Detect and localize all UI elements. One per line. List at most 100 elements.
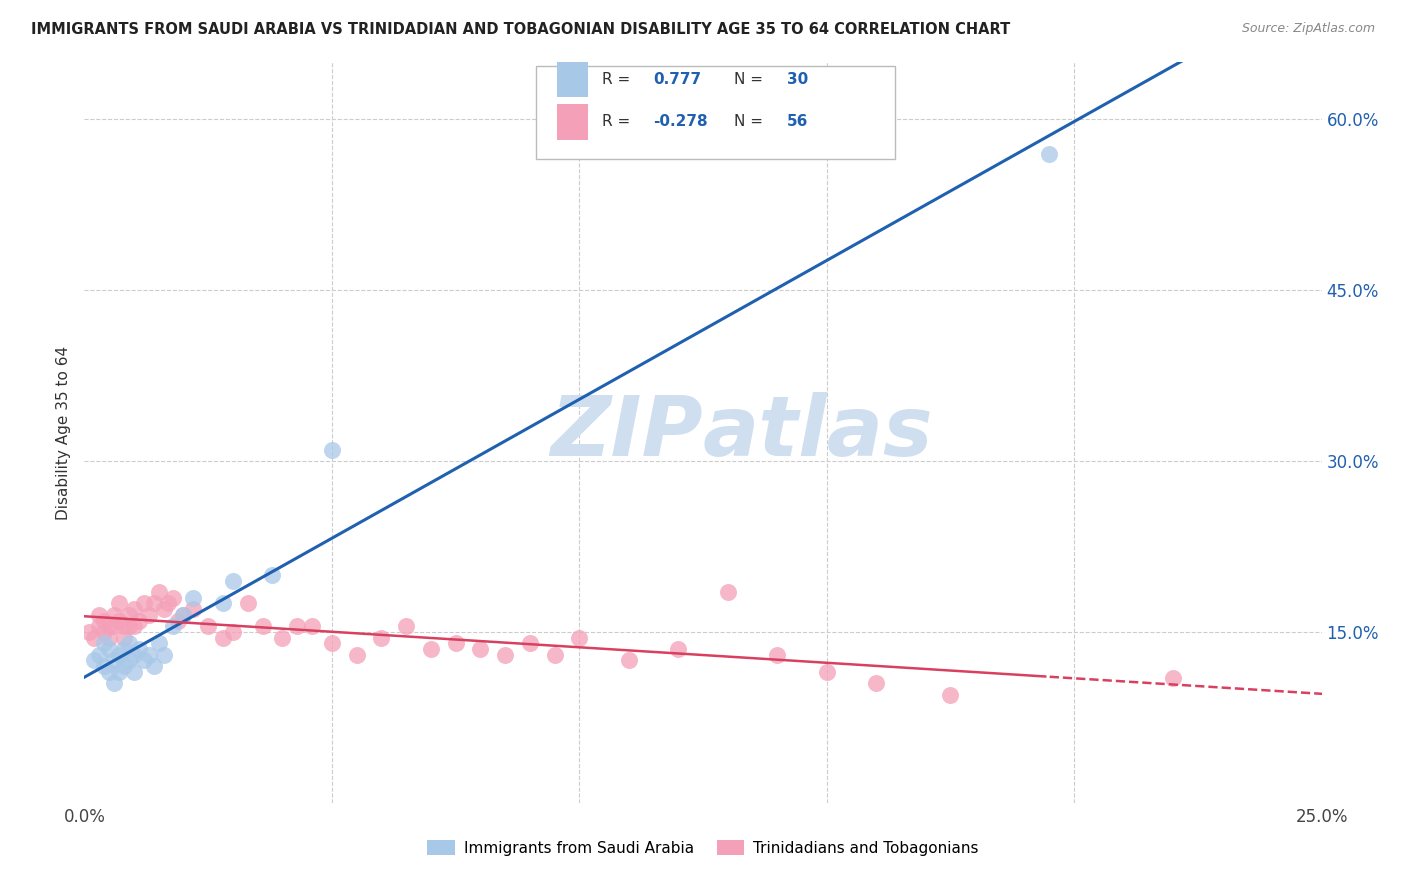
Point [444, 636, 467, 650]
Point [79, 624, 101, 639]
Point [83, 653, 105, 667]
FancyBboxPatch shape [536, 66, 894, 159]
Point [519, 636, 541, 650]
Point [93, 624, 115, 639]
Point [142, 597, 165, 611]
Point [321, 636, 343, 650]
Point [118, 636, 141, 650]
Point [93, 614, 115, 628]
Point [112, 631, 135, 645]
Point [108, 648, 131, 662]
Point [321, 442, 343, 457]
FancyBboxPatch shape [557, 62, 588, 97]
Point [494, 648, 516, 662]
Text: N =: N = [734, 72, 763, 87]
Point [666, 642, 689, 657]
Point [112, 619, 135, 633]
Point [370, 631, 392, 645]
Point [222, 624, 245, 639]
Point [93, 659, 115, 673]
Point [1161, 671, 1184, 685]
Point [89, 648, 111, 662]
Point [98, 665, 121, 679]
Point [108, 614, 131, 628]
Point [103, 607, 125, 622]
Point [470, 642, 492, 657]
Point [112, 642, 135, 657]
Point [1038, 146, 1060, 161]
Point [138, 607, 160, 622]
FancyBboxPatch shape [557, 104, 588, 140]
Point [128, 614, 150, 628]
Point [103, 676, 125, 690]
Point [939, 688, 962, 702]
Point [122, 602, 145, 616]
Text: -0.278: -0.278 [654, 114, 709, 129]
Point [172, 607, 194, 622]
Point [132, 653, 155, 667]
Point [103, 619, 125, 633]
Text: 56: 56 [787, 114, 808, 129]
Point [212, 631, 235, 645]
Point [138, 648, 160, 662]
Point [98, 642, 121, 657]
Point [172, 607, 194, 622]
Point [301, 619, 323, 633]
Text: 30: 30 [787, 72, 808, 87]
Point [252, 619, 274, 633]
Text: R =: R = [602, 114, 630, 129]
Point [717, 585, 740, 599]
Point [815, 665, 838, 679]
Point [167, 614, 190, 628]
Point [122, 619, 145, 633]
Point [152, 648, 174, 662]
Text: N =: N = [734, 114, 763, 129]
Point [132, 597, 155, 611]
Point [148, 636, 170, 650]
Text: 0.777: 0.777 [654, 72, 702, 87]
Point [181, 602, 204, 616]
Text: R =: R = [602, 72, 630, 87]
Point [152, 602, 174, 616]
Text: ZIP: ZIP [550, 392, 703, 473]
Point [98, 631, 121, 645]
Point [766, 648, 789, 662]
Point [181, 591, 204, 605]
Point [89, 619, 111, 633]
Point [285, 619, 308, 633]
Point [122, 665, 145, 679]
Point [118, 653, 141, 667]
Point [271, 631, 294, 645]
Point [108, 665, 131, 679]
Text: Source: ZipAtlas.com: Source: ZipAtlas.com [1241, 22, 1375, 36]
Point [89, 607, 111, 622]
Legend: Immigrants from Saudi Arabia, Trinidadians and Tobagonians: Immigrants from Saudi Arabia, Trinidadia… [420, 834, 986, 862]
Point [83, 631, 105, 645]
Point [157, 597, 180, 611]
Point [395, 619, 418, 633]
Point [222, 574, 245, 588]
Point [617, 653, 640, 667]
Point [118, 607, 141, 622]
Point [197, 619, 219, 633]
Text: IMMIGRANTS FROM SAUDI ARABIA VS TRINIDADIAN AND TOBAGONIAN DISABILITY AGE 35 TO : IMMIGRANTS FROM SAUDI ARABIA VS TRINIDAD… [31, 22, 1010, 37]
Point [162, 619, 184, 633]
Point [568, 631, 591, 645]
Point [103, 653, 125, 667]
Point [98, 619, 121, 633]
Point [148, 585, 170, 599]
Point [236, 597, 259, 611]
Point [212, 597, 235, 611]
Point [865, 676, 887, 690]
Point [118, 619, 141, 633]
Point [108, 597, 131, 611]
Point [142, 659, 165, 673]
Point [543, 648, 565, 662]
Point [262, 568, 284, 582]
Point [162, 591, 184, 605]
Point [346, 648, 368, 662]
Text: atlas: atlas [703, 392, 934, 473]
Y-axis label: Disability Age 35 to 64: Disability Age 35 to 64 [56, 345, 72, 520]
Point [128, 642, 150, 657]
Point [419, 642, 441, 657]
